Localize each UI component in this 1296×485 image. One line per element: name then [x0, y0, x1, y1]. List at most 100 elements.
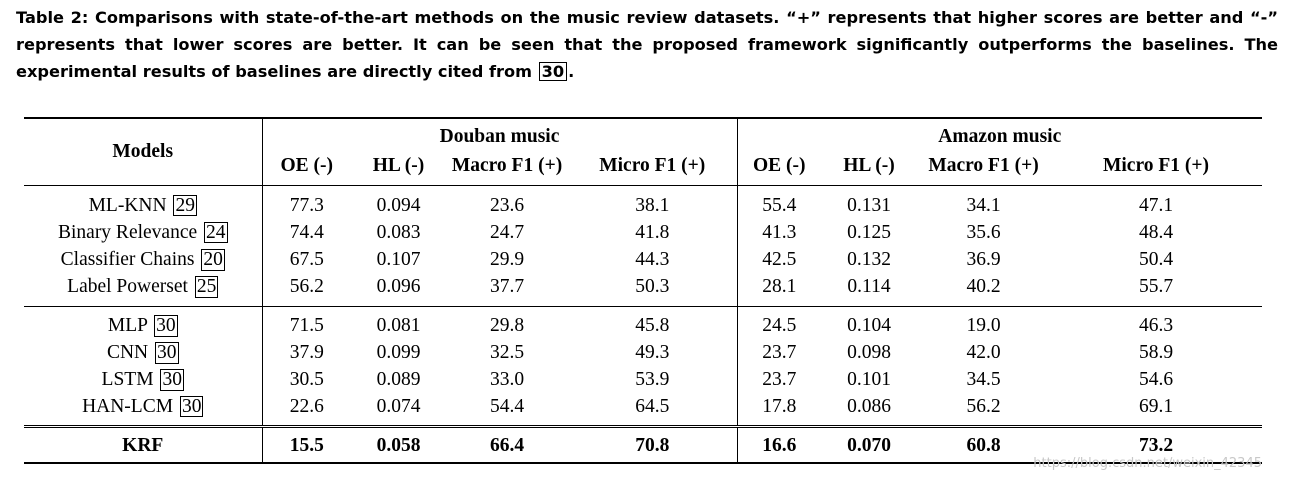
table-row: ML-KNN 29 77.3 0.094 23.6 38.1 55.4 0.131 34.1 4…: [24, 185, 1262, 220]
value-cell: 58.9: [1138, 342, 1174, 364]
model-cell: MLP 30: [24, 306, 263, 340]
value-cell: 0.086: [847, 395, 891, 417]
value-cell: 0.131: [847, 194, 891, 216]
value-cell: 69.1: [1138, 395, 1174, 417]
metric-header: Micro F1 (+): [1102, 155, 1210, 177]
value-cell: 55.7: [1138, 276, 1174, 298]
model-cell: ML-KNN 29: [24, 185, 263, 220]
value-cell: 36.9: [966, 249, 1001, 271]
model-cell: Binary Relevance 24: [24, 219, 263, 247]
value-cell: 24.7: [489, 221, 525, 243]
value-cell: 29.8: [489, 315, 525, 337]
value-cell: 56.2: [289, 276, 324, 298]
metric-header: Macro F1 (+): [451, 155, 563, 177]
value-cell: 33.0: [489, 369, 525, 391]
value-cell: 0.132: [847, 249, 891, 271]
value-cell: 41.8: [568, 219, 738, 247]
value-cell: 29.9: [489, 249, 525, 271]
value-cell: 0.089: [376, 369, 421, 391]
value-cell: 37.9: [289, 342, 324, 364]
value-cell: 16.6: [762, 434, 797, 456]
value-cell: 23.7: [762, 369, 797, 391]
value-cell: 53.9: [568, 366, 738, 395]
value-cell: 77.3: [289, 194, 324, 216]
value-cell: 0.058: [376, 434, 421, 456]
value-cell: 0.070: [847, 434, 891, 456]
citation-link[interactable]: 30: [160, 369, 184, 391]
value-cell: 44.3: [568, 246, 738, 274]
value-cell: 55.4: [762, 194, 797, 216]
value-cell: 67.5: [289, 249, 324, 271]
citation-link[interactable]: 30: [154, 315, 178, 337]
model-name: MLP: [107, 315, 148, 337]
model-name: Classifier Chains: [60, 249, 195, 271]
value-cell: 49.3: [568, 339, 738, 367]
model-cell: LSTM 30: [24, 366, 263, 395]
value-cell: 41.3: [762, 221, 797, 243]
douban-header: Douban music: [262, 118, 738, 148]
value-cell: 19.0: [966, 315, 1001, 337]
amazon-header: Amazon music: [938, 126, 1062, 147]
value-cell: 54.4: [489, 395, 525, 417]
table-caption: Table 2: Comparisons with state-of-the-a…: [16, 4, 1278, 85]
value-cell: 0.098: [847, 342, 891, 364]
value-cell: 0.101: [847, 369, 891, 391]
citation-link[interactable]: 30: [538, 62, 568, 81]
metric-header: HL (-): [843, 155, 895, 177]
value-cell: 0.074: [376, 395, 421, 417]
table-row: Binary Relevance 24 74.4 0.083 24.7 41.8 41.3…: [24, 219, 1262, 247]
value-cell: 34.1: [966, 194, 1001, 216]
value-cell: 38.1: [568, 185, 738, 220]
citation-link[interactable]: 25: [194, 276, 219, 298]
value-cell: 34.5: [966, 369, 1001, 391]
value-cell: 0.096: [376, 276, 421, 298]
watermark: https://blog.csdn.net/weixin_42345: [1033, 456, 1262, 471]
model-name: HAN-LCM: [82, 395, 174, 417]
value-cell: 0.094: [376, 194, 421, 216]
model-name: Label Powerset: [67, 276, 188, 298]
value-cell: 37.7: [489, 276, 525, 298]
table-row: HAN-LCM 30 22.6 0.074 54.4 64.5 17.8 0.086 56.2…: [24, 394, 1263, 427]
model-cell: CNN 30: [24, 339, 263, 367]
value-cell: 50.4: [1138, 249, 1174, 271]
citation-link[interactable]: 24: [204, 221, 228, 244]
citation-link[interactable]: 30: [155, 342, 179, 364]
model-cell: Classifier Chains 20: [24, 246, 263, 274]
metric-header: Micro F1 (+): [568, 148, 738, 185]
value-cell: 54.6: [1138, 369, 1174, 391]
value-cell: 23.7: [762, 342, 797, 364]
value-cell: 40.2: [966, 276, 1001, 298]
value-cell: 47.1: [1138, 194, 1174, 216]
value-cell: 0.107: [376, 249, 421, 271]
value-cell: 42.5: [762, 249, 797, 271]
table-row: LSTM 30 30.5 0.089 33.0 53.9 23.7 0.101 34.5 54.…: [24, 366, 1262, 395]
value-cell: 66.4: [489, 434, 525, 456]
citation-link[interactable]: 20: [201, 249, 225, 271]
caption-text: Table 2: Comparisons with state-of-the-a…: [16, 8, 1278, 81]
value-cell: 35.6: [966, 221, 1001, 243]
value-cell: 74.4: [289, 221, 324, 243]
table-row: Classifier Chains 20 67.5 0.107 29.9 44.3 42.…: [24, 246, 1262, 274]
value-cell: 23.6: [489, 194, 525, 216]
value-cell: 28.1: [762, 276, 797, 298]
value-cell: 70.8: [568, 426, 738, 464]
table-row: Label Powerset 25 56.2 0.096 37.7 50.3 28.1 0.…: [24, 273, 1263, 307]
value-cell: 46.3: [1138, 315, 1174, 337]
value-cell: 0.083: [376, 221, 421, 243]
value-cell: 32.5: [489, 342, 525, 364]
model-cell: KRF: [24, 426, 263, 464]
model-name: ML-KNN: [88, 194, 167, 216]
value-cell: 73.2: [1138, 434, 1174, 456]
value-cell: 0.104: [847, 315, 891, 337]
table-row: KRF 15.5 0.058 66.4 70.8 16.6 0.070 60.8 73.2: [24, 426, 1263, 464]
model-cell: Label Powerset 25: [24, 273, 263, 307]
table-body: ML-KNN 29 77.3 0.094 23.6 38.1 55.4 0.131 34.1 4…: [24, 185, 1263, 464]
metric-header: Macro F1 (+): [928, 155, 1039, 177]
citation-link[interactable]: 29: [173, 194, 197, 217]
value-cell: 42.0: [966, 342, 1001, 364]
value-cell: 30.5: [289, 369, 324, 391]
value-cell: 15.5: [289, 434, 324, 456]
model-name: CNN: [106, 342, 149, 364]
citation-link[interactable]: 30: [179, 395, 204, 418]
metric-header: OE (-): [752, 155, 806, 177]
